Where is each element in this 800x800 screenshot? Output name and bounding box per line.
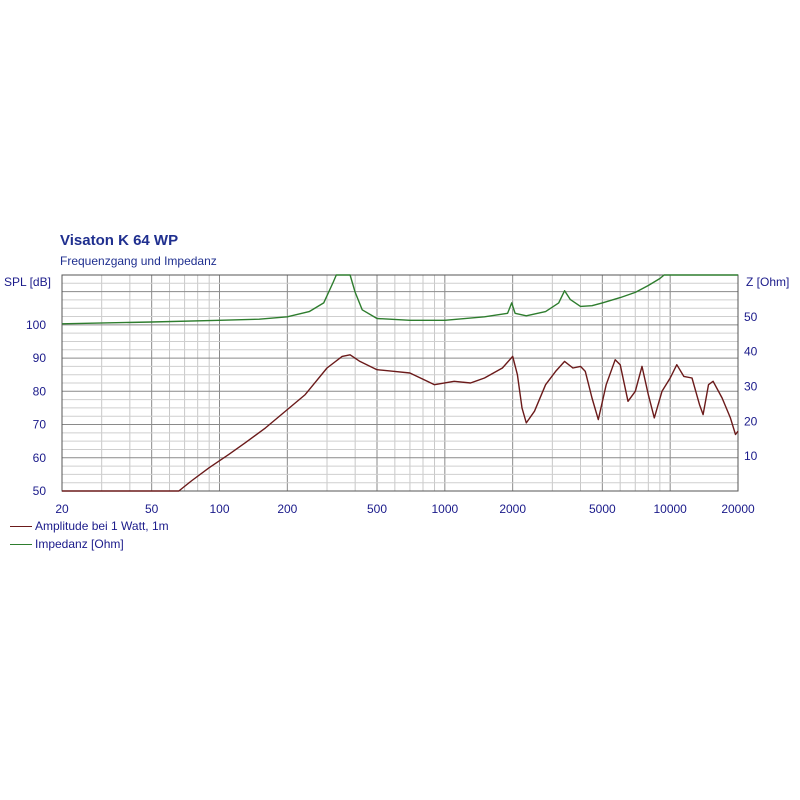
y-tick-label-left: 70 xyxy=(33,418,47,432)
x-tick-label: 100 xyxy=(209,502,229,516)
x-tick-label: 20 xyxy=(55,502,69,516)
impedance-swatch xyxy=(10,543,32,545)
x-tick-label: 5000 xyxy=(589,502,616,516)
plot-grid xyxy=(61,274,739,492)
y-tick-label-right: 20 xyxy=(744,414,758,428)
y-tick-label-left: 100 xyxy=(26,318,46,332)
plot-frame xyxy=(61,274,739,492)
y-axis-label-left: SPL [dB] xyxy=(4,275,51,289)
x-tick-label: 200 xyxy=(277,502,297,516)
y-tick-label-left: 50 xyxy=(33,484,47,498)
y-tick-label-left: 60 xyxy=(33,451,47,465)
x-tick-label: 20000 xyxy=(721,502,755,516)
chart-subtitle: Frequenzgang und Impedanz xyxy=(60,254,217,268)
axis-ticks: 20 50 100 200 500 1000 2000 5000 10000 20000 50 60 7… xyxy=(26,310,758,516)
x-tick-label: 50 xyxy=(145,502,159,516)
legend-label-impedance: Impedanz [Ohm] xyxy=(35,537,124,551)
y-tick-label-right: 40 xyxy=(744,345,758,359)
y-tick-label-left: 90 xyxy=(33,351,47,365)
y-tick-label-right: 10 xyxy=(744,449,758,463)
y-axis-label-right: Z [Ohm] xyxy=(746,275,789,289)
series-lines xyxy=(61,274,739,492)
amplitude-swatch xyxy=(10,525,32,527)
legend-label-amplitude: Amplitude bei 1 Watt, 1m xyxy=(35,519,169,533)
x-tick-label: 500 xyxy=(367,502,387,516)
y-tick-label-right: 30 xyxy=(744,379,758,393)
legend-item-impedance: Impedanz [Ohm] xyxy=(10,537,124,551)
impedance-line xyxy=(61,274,738,325)
y-tick-label-right: 50 xyxy=(744,310,758,324)
chart-title: Visaton K 64 WP xyxy=(60,232,179,249)
x-tick-label: 1000 xyxy=(431,502,458,516)
legend-item-amplitude: Amplitude bei 1 Watt, 1m xyxy=(10,519,169,533)
x-tick-label: 10000 xyxy=(653,502,687,516)
x-tick-label: 2000 xyxy=(499,502,526,516)
amplitude-line xyxy=(62,354,739,492)
y-tick-label-left: 80 xyxy=(33,384,47,398)
